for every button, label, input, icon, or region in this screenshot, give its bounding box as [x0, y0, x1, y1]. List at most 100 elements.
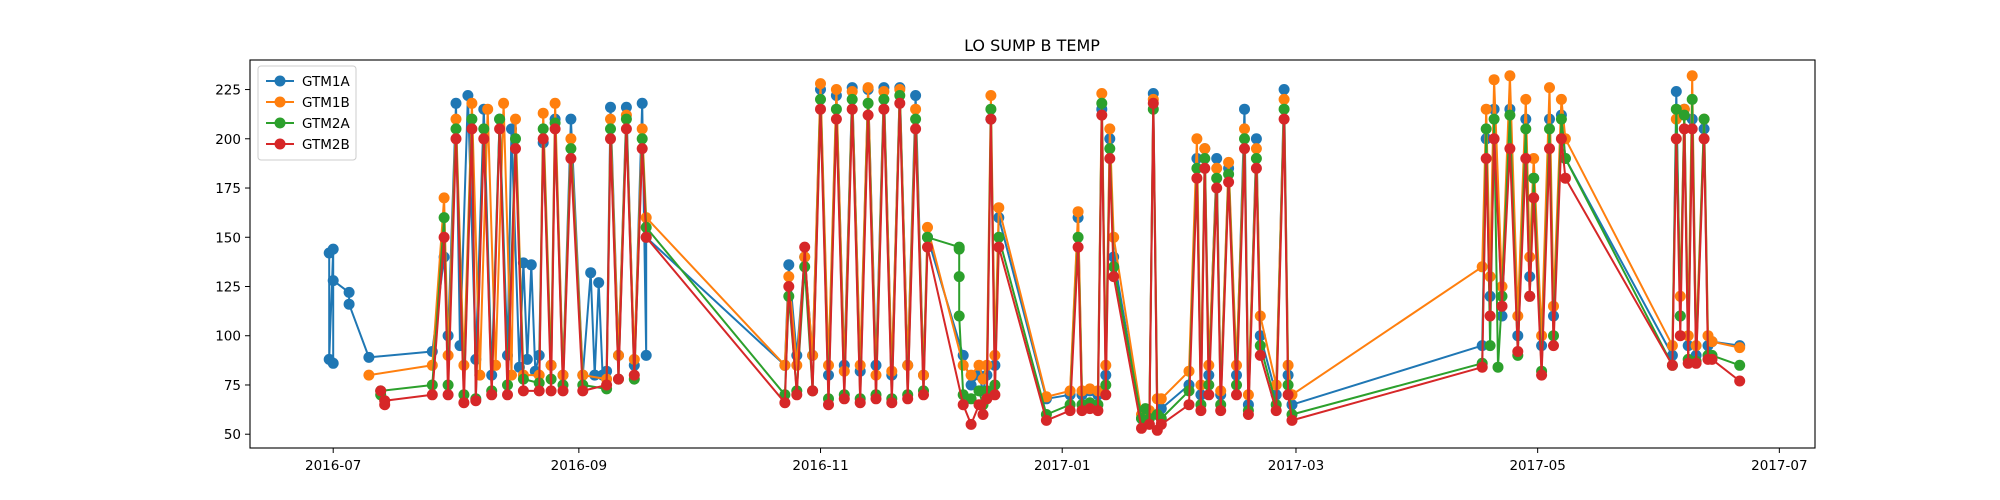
data-point-gtm2b-66 — [1104, 153, 1116, 164]
data-point-gtm2b-102 — [1548, 340, 1559, 352]
data-point-gtm2b-90 — [1476, 361, 1488, 373]
data-point-gtm2b-8 — [466, 123, 478, 135]
data-point-gtm1a-37 — [605, 101, 616, 113]
data-point-gtm2b-45 — [894, 97, 906, 109]
data-point-gtm2b-32 — [791, 389, 803, 401]
data-point-gtm2b-109 — [1682, 357, 1694, 369]
data-point-gtm2a-95 — [1480, 123, 1492, 135]
data-point-gtm1b-70 — [1155, 393, 1167, 405]
data-point-gtm2a-32 — [799, 261, 811, 273]
data-point-gtm2a-38 — [846, 93, 858, 105]
data-point-gtm2b-47 — [910, 123, 922, 135]
data-point-gtm2b-7 — [458, 397, 470, 409]
data-point-gtm2b-39 — [846, 103, 858, 115]
data-point-gtm2a-7 — [466, 113, 478, 125]
data-point-gtm2a-97 — [1488, 113, 1500, 125]
data-point-gtm2a-25 — [620, 113, 632, 125]
data-point-gtm2b-30 — [779, 397, 791, 409]
data-point-gtm2b-56 — [989, 389, 1001, 401]
data-point-gtm2a-46 — [910, 113, 922, 125]
data-point-gtm1b-74 — [1199, 143, 1211, 155]
data-point-gtm2b-110 — [1686, 123, 1698, 135]
data-point-gtm1a-5 — [343, 286, 355, 298]
data-point-gtm2b-115 — [1734, 375, 1746, 387]
data-point-gtm2b-4 — [438, 231, 450, 243]
data-point-gtm1b-28 — [779, 359, 791, 371]
legend-marker-gtm1a — [274, 75, 286, 87]
data-point-gtm2b-19 — [549, 123, 561, 135]
data-point-gtm1b-82 — [1250, 143, 1262, 155]
data-point-gtm1a-32 — [585, 267, 597, 279]
data-point-gtm2b-107 — [1674, 330, 1686, 342]
y-tick-label: 50 — [224, 427, 241, 443]
data-point-gtm2a-106 — [1544, 123, 1555, 135]
data-point-gtm2b-50 — [957, 399, 969, 411]
data-point-gtm2b-26 — [620, 123, 632, 135]
data-point-gtm2a-48 — [922, 231, 933, 243]
data-point-gtm2b-86 — [1270, 405, 1282, 417]
data-point-gtm2a-67 — [1096, 97, 1108, 109]
data-point-gtm2a-98 — [1492, 361, 1504, 373]
data-point-gtm1b-64 — [1104, 123, 1116, 135]
data-point-gtm2b-46 — [902, 393, 914, 405]
data-point-gtm1b-0 — [363, 369, 375, 381]
data-point-gtm1b-62 — [1096, 88, 1108, 99]
data-point-gtm1b-85 — [1278, 93, 1290, 105]
data-point-gtm2a-42 — [878, 93, 890, 105]
y-tick-label: 125 — [215, 279, 241, 295]
data-point-gtm2a-78 — [1191, 162, 1203, 174]
data-point-gtm2b-92 — [1484, 310, 1496, 322]
data-point-gtm1a-3 — [327, 357, 339, 369]
data-point-gtm2a-34 — [815, 93, 826, 105]
data-point-gtm2b-51 — [965, 418, 977, 430]
data-point-gtm1a-11 — [450, 97, 462, 109]
plot-frame — [249, 59, 1816, 449]
data-point-gtm2b-42 — [870, 393, 882, 405]
x-tick-label: 2016-11 — [792, 458, 848, 474]
data-point-gtm2b-44 — [886, 397, 898, 409]
data-point-gtm2a-120 — [1734, 359, 1746, 371]
axes-layer: 2016-07 2016-09 2016-11 2017-01 2017-03 2017-… — [215, 59, 1816, 474]
data-point-gtm1b-39 — [862, 82, 874, 94]
data-point-gtm1b-30 — [791, 359, 803, 371]
data-point-gtm2a-3 — [438, 212, 450, 224]
data-point-gtm2b-96 — [1512, 346, 1524, 357]
data-point-gtm1b-12 — [510, 113, 521, 125]
data-point-gtm2a-80 — [1199, 153, 1211, 164]
data-point-gtm1a-22 — [521, 353, 533, 365]
data-point-gtm1b-41 — [878, 86, 890, 97]
data-point-gtm1b-17 — [549, 97, 561, 109]
data-point-gtm1a-65 — [965, 379, 977, 391]
data-point-gtm2b-93 — [1488, 133, 1500, 145]
series-line-gtm2b — [379, 102, 1741, 432]
data-point-gtm2a-58 — [985, 103, 997, 115]
legend-marker-gtm2b — [274, 138, 286, 150]
data-point-gtm1b-1 — [426, 359, 438, 371]
legend-item-gtm1b: GTM1B — [266, 95, 350, 111]
data-point-gtm2a-113 — [1678, 109, 1690, 121]
data-point-gtm1b-19 — [565, 133, 577, 145]
data-point-gtm2b-24 — [605, 133, 616, 145]
data-point-gtm2b-9 — [470, 395, 482, 407]
data-point-gtm2b-78 — [1211, 182, 1223, 194]
data-point-gtm2b-5 — [442, 389, 454, 401]
data-point-gtm1a-42 — [640, 349, 652, 361]
data-point-gtm1b-58 — [1072, 206, 1084, 218]
data-point-gtm2b-57 — [993, 241, 1005, 253]
data-point-gtm1b-56 — [1040, 391, 1052, 403]
data-point-gtm2b-10 — [478, 133, 490, 145]
data-point-gtm2b-114 — [1706, 353, 1718, 365]
series-gtm2b — [375, 97, 1746, 436]
data-point-gtm1a-108 — [1496, 310, 1508, 322]
data-point-gtm2b-99 — [1528, 192, 1540, 204]
data-point-gtm1b-78 — [1223, 156, 1235, 168]
data-point-gtm1b-80 — [1239, 123, 1250, 135]
data-point-gtm2b-48 — [918, 389, 929, 401]
data-point-gtm2a-63 — [1072, 231, 1084, 243]
data-point-gtm1b-88 — [1476, 261, 1488, 273]
data-point-gtm2b-75 — [1195, 405, 1207, 417]
data-point-gtm2a-111 — [1670, 103, 1682, 115]
data-point-gtm2b-95 — [1504, 143, 1516, 155]
data-point-gtm2b-77 — [1203, 389, 1215, 401]
